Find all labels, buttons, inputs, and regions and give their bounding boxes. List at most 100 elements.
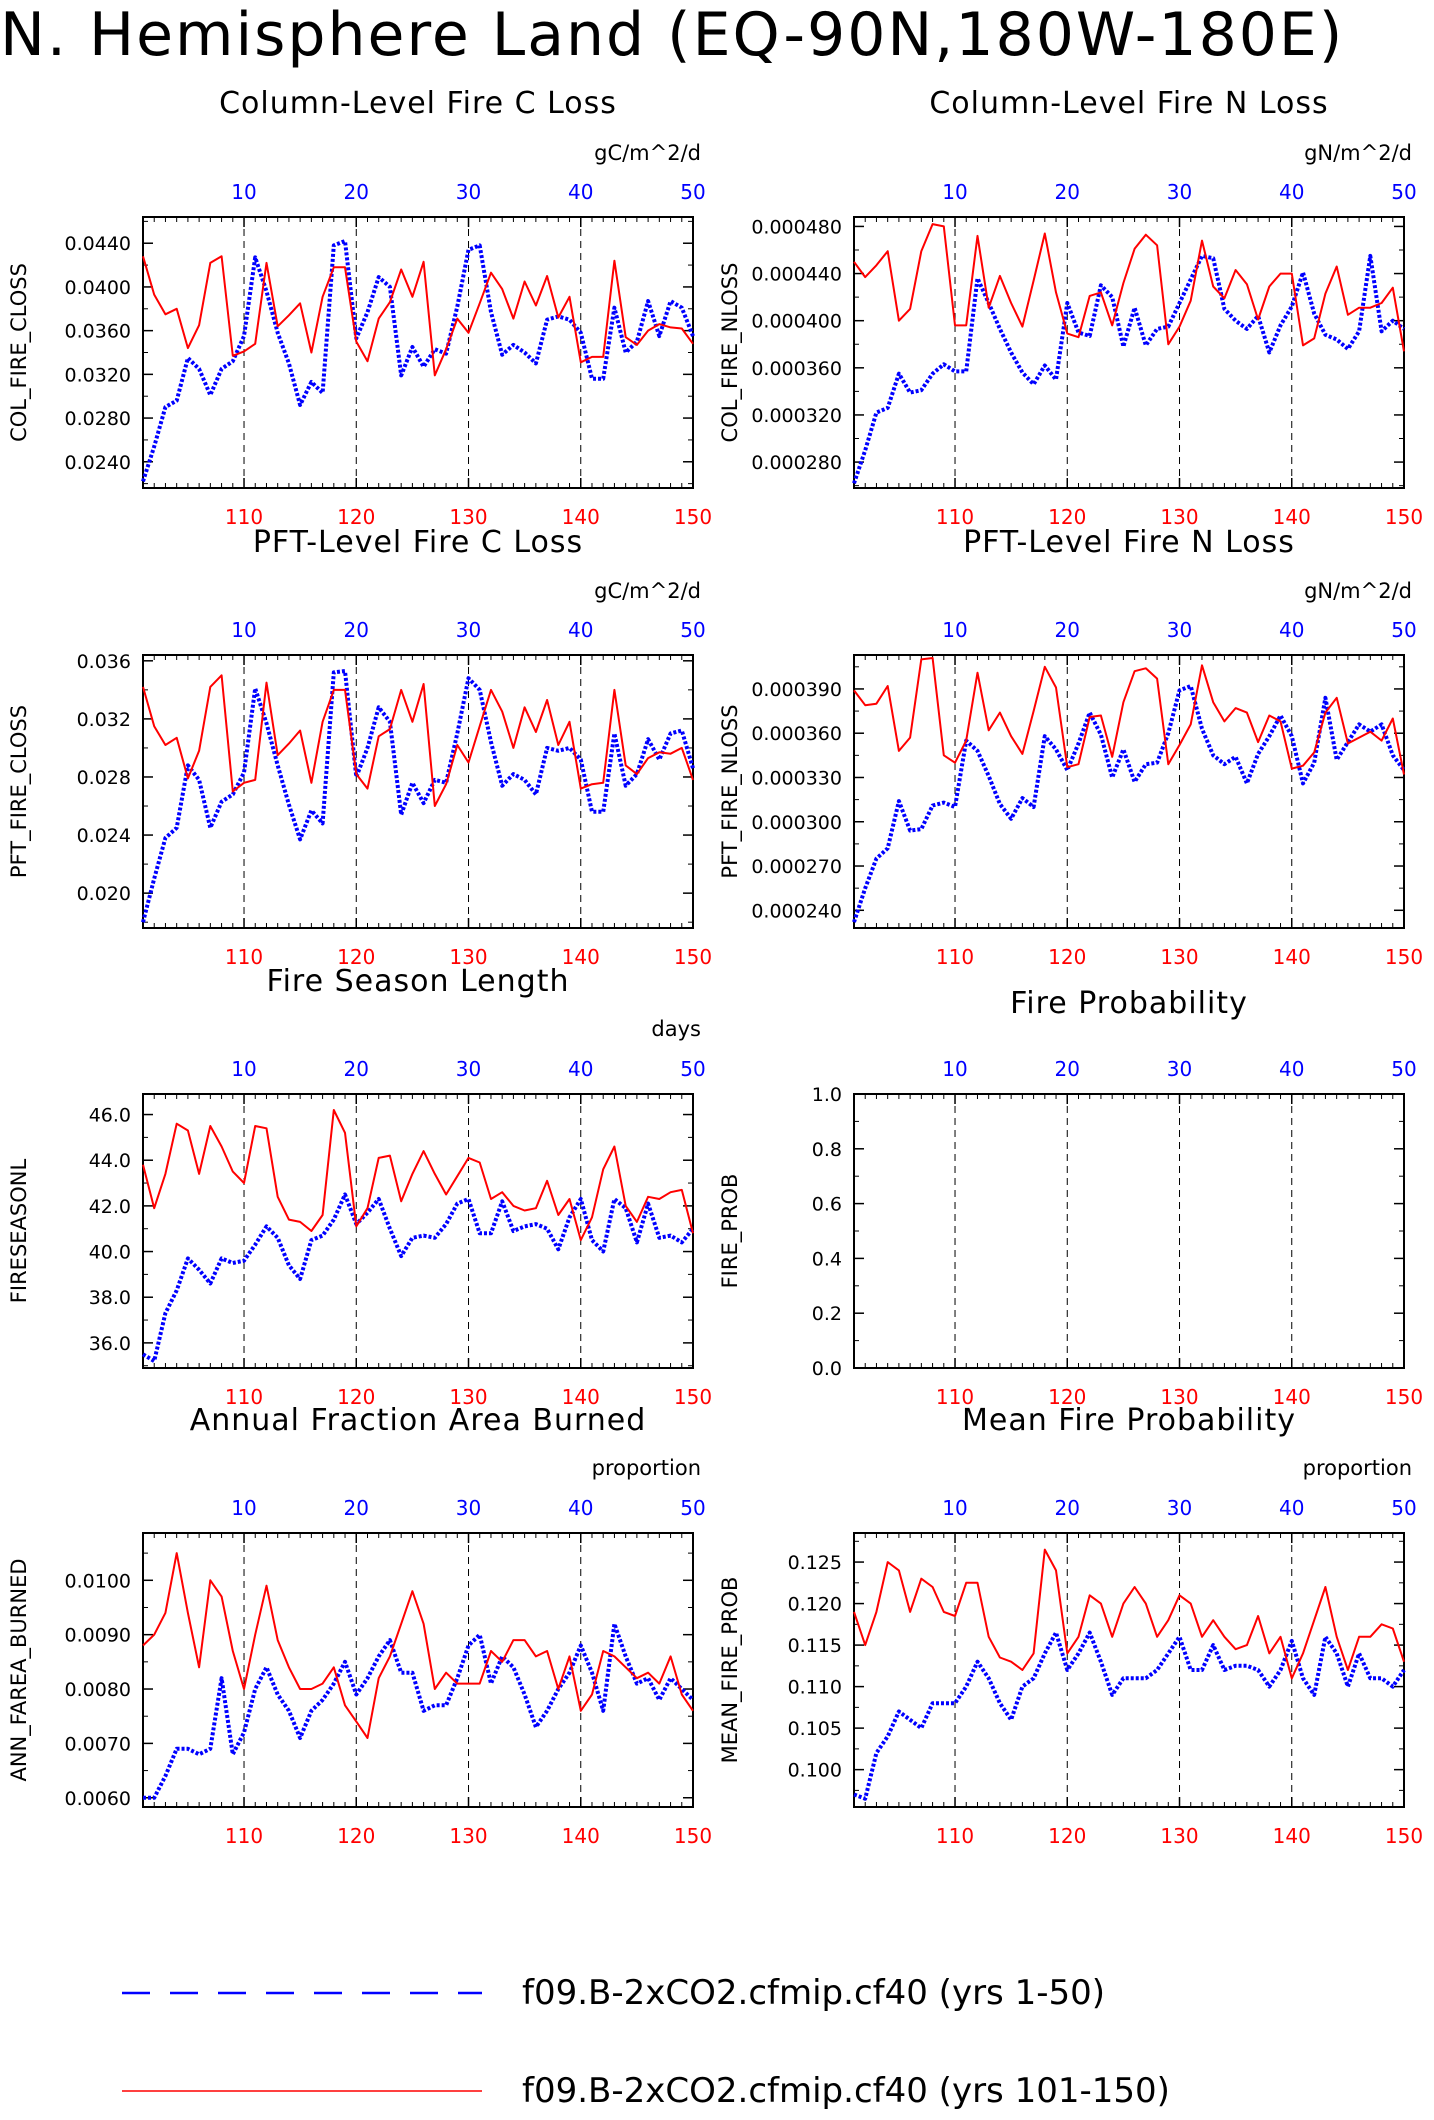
y-axis-label: FIRESEASONL — [7, 1159, 31, 1304]
y-tick-label: 0.110 — [788, 1677, 842, 1699]
x-top-tick-label: 40 — [568, 618, 593, 642]
y-tick-label: 0.4 — [812, 1248, 842, 1270]
y-axis-label: MEAN_FIRE_PROB — [718, 1577, 743, 1764]
y-tick-label: 0.0100 — [65, 1570, 131, 1592]
y-tick-label: 0.0320 — [65, 364, 131, 386]
y-tick-label: 0.000280 — [751, 452, 842, 474]
units-label: gN/m^2/d — [1304, 141, 1412, 165]
x-bottom-tick-label: 150 — [674, 1385, 712, 1409]
units-label: gC/m^2/d — [594, 579, 701, 603]
x-top-tick-label: 30 — [1167, 1496, 1192, 1520]
y-tick-label: 40.0 — [89, 1242, 131, 1264]
chart-title: Mean Fire Probability — [962, 1403, 1296, 1438]
x-top-tick-label: 10 — [231, 180, 256, 204]
x-top-tick-label: 50 — [680, 618, 705, 642]
y-tick-label: 38.0 — [89, 1287, 131, 1309]
x-bottom-tick-label: 110 — [936, 505, 974, 529]
x-bottom-tick-label: 140 — [1273, 945, 1311, 969]
x-bottom-tick-label: 110 — [225, 1824, 263, 1848]
chart-title: PFT-Level Fire N Loss — [963, 525, 1295, 560]
x-top-tick-label: 20 — [344, 1496, 369, 1520]
x-top-tick-label: 50 — [680, 1496, 705, 1520]
x-bottom-tick-label: 130 — [449, 1385, 487, 1409]
x-bottom-tick-label: 150 — [674, 1824, 712, 1848]
y-tick-label: 0.036 — [77, 651, 131, 673]
x-bottom-tick-label: 140 — [562, 1385, 600, 1409]
x-top-tick-label: 10 — [942, 618, 967, 642]
x-bottom-tick-label: 140 — [1273, 1385, 1311, 1409]
y-tick-label: 0.028 — [77, 767, 131, 789]
x-bottom-tick-label: 130 — [449, 945, 487, 969]
x-bottom-tick-label: 130 — [449, 505, 487, 529]
x-bottom-tick-label: 110 — [225, 945, 263, 969]
x-top-tick-label: 20 — [1055, 618, 1080, 642]
y-tick-label: 0.024 — [77, 825, 131, 847]
y-tick-label: 0.0 — [812, 1358, 842, 1380]
y-tick-label: 0.6 — [812, 1194, 842, 1216]
units-label: proportion — [592, 1456, 701, 1480]
x-top-tick-label: 40 — [1279, 1496, 1304, 1520]
plot-frame — [142, 216, 694, 489]
x-bottom-tick-label: 120 — [337, 1824, 375, 1848]
series-line-case2 — [142, 1552, 694, 1739]
units-label: days — [651, 1017, 701, 1041]
y-tick-label: 0.0280 — [65, 408, 131, 430]
x-bottom-tick-label: 120 — [1048, 1385, 1086, 1409]
y-tick-label: 46.0 — [89, 1105, 131, 1127]
x-bottom-tick-label: 120 — [337, 1385, 375, 1409]
y-tick-label: 0.000270 — [751, 856, 842, 878]
x-top-tick-label: 10 — [231, 618, 256, 642]
series-line-case1 — [852, 253, 1406, 484]
y-tick-label: 0.000240 — [751, 900, 842, 922]
x-bottom-tick-label: 130 — [1160, 945, 1198, 969]
x-top-tick-label: 40 — [1279, 618, 1304, 642]
x-bottom-tick-label: 110 — [225, 1385, 263, 1409]
chart-panel-7: Annual Fraction Area Burned proportion 10 2… — [7, 1403, 712, 1848]
x-bottom-tick-label: 110 — [936, 1385, 974, 1409]
y-tick-label: 0.000320 — [751, 405, 842, 427]
x-bottom-tick-label: 150 — [674, 505, 712, 529]
x-top-tick-label: 40 — [1279, 1057, 1304, 1081]
y-tick-label: 0.0090 — [65, 1625, 131, 1647]
x-bottom-tick-label: 140 — [1273, 1824, 1311, 1848]
x-top-tick-label: 30 — [456, 180, 481, 204]
x-top-tick-label: 10 — [942, 1496, 967, 1520]
series-line-case2 — [142, 674, 694, 807]
y-tick-label: 1.0 — [812, 1084, 842, 1106]
plot-frame — [142, 1532, 694, 1808]
x-bottom-tick-label: 110 — [936, 945, 974, 969]
x-bottom-tick-label: 150 — [1385, 945, 1423, 969]
plot-frame — [853, 216, 1405, 489]
series-line-case1 — [143, 1621, 695, 1800]
y-tick-label: 0.000360 — [751, 723, 842, 745]
legend: f09.B-2xCO2.cfmip.cf40 (yrs 1-50) f09.B-2… — [122, 1973, 1170, 2111]
x-top-tick-label: 40 — [1279, 180, 1304, 204]
y-axis-label: FIRE_PROB — [718, 1174, 743, 1289]
chart-title: Column-Level Fire C Loss — [219, 86, 617, 121]
x-top-tick-label: 30 — [1167, 618, 1192, 642]
plot-frame — [853, 1093, 1405, 1369]
y-tick-label: 42.0 — [89, 1196, 131, 1218]
y-tick-label: 0.032 — [77, 709, 131, 731]
x-bottom-tick-label: 140 — [562, 505, 600, 529]
y-axis-label: COL_FIRE_CLOSS — [7, 263, 32, 442]
y-tick-label: 0.0080 — [65, 1679, 131, 1701]
units-label: gC/m^2/d — [594, 141, 701, 165]
x-top-tick-label: 30 — [456, 1496, 481, 1520]
y-tick-label: 0.115 — [788, 1635, 842, 1657]
series-line-case1 — [141, 669, 695, 923]
x-bottom-tick-label: 150 — [674, 945, 712, 969]
chart-panel-3: PFT-Level Fire C Loss gC/m^2/d 10 20 30 40 50 1… — [7, 525, 712, 969]
plot-frame — [142, 654, 694, 929]
x-top-tick-label: 30 — [1167, 1057, 1192, 1081]
y-tick-label: 0.2 — [812, 1303, 842, 1325]
y-tick-label: 0.0070 — [65, 1733, 131, 1755]
x-bottom-tick-label: 130 — [1160, 505, 1198, 529]
y-tick-label: 0.0440 — [65, 233, 131, 255]
y-tick-label: 44.0 — [89, 1150, 131, 1172]
y-axis-label: COL_FIRE_NLOSS — [718, 263, 743, 443]
y-tick-label: 0.120 — [788, 1594, 842, 1616]
x-top-tick-label: 10 — [231, 1057, 256, 1081]
x-top-tick-label: 20 — [344, 618, 369, 642]
